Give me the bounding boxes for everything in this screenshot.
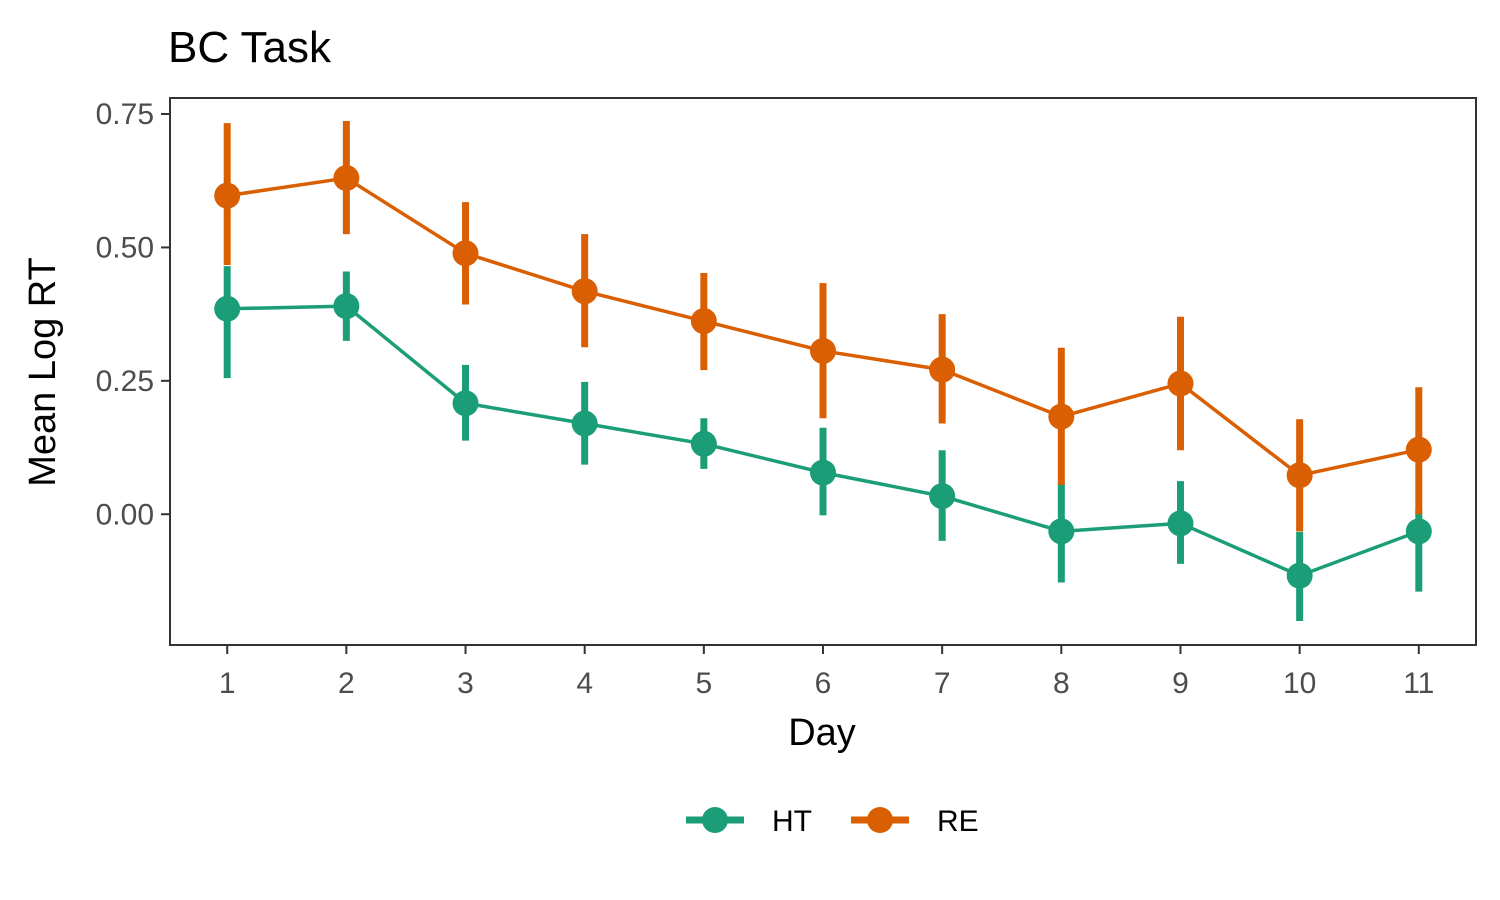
x-tick-label: 6 <box>815 667 832 700</box>
x-tick-label: 7 <box>934 667 951 700</box>
data-point-ht-day-9 <box>1167 510 1194 537</box>
data-point-ht-day-11 <box>1405 518 1432 545</box>
series-re <box>214 120 1432 532</box>
plot-marks <box>214 120 1432 621</box>
data-point-ht-day-3 <box>452 390 479 417</box>
legend-item-ht: HT <box>686 805 812 838</box>
legend-key-point-ht <box>702 807 728 833</box>
data-point-re-day-8 <box>1048 403 1075 430</box>
data-point-ht-day-8 <box>1048 518 1075 545</box>
x-tick-label: 11 <box>1403 667 1434 700</box>
data-point-re-day-6 <box>810 337 836 364</box>
data-point-re-day-3 <box>452 240 479 267</box>
x-tick-label: 9 <box>1172 667 1189 700</box>
data-point-re-day-10 <box>1286 462 1313 489</box>
x-tick-label: 1 <box>219 667 236 700</box>
data-point-re-day-1 <box>214 182 241 209</box>
series-ht <box>214 266 1432 621</box>
chart-title: BC Task <box>168 23 332 72</box>
legend-label-re: RE <box>937 805 979 838</box>
plot-area <box>214 120 1432 621</box>
legend-label-ht: HT <box>772 805 812 838</box>
data-point-ht-day-5 <box>690 430 717 457</box>
x-axis: 1 2 3 4 5 6 7 8 9 10 11 <box>219 645 1434 700</box>
data-point-ht-day-1 <box>214 295 241 322</box>
data-point-ht-day-2 <box>333 293 360 320</box>
legend: HT RE <box>686 805 979 838</box>
data-point-re-day-2 <box>333 165 360 192</box>
data-point-re-day-7 <box>929 356 956 383</box>
data-point-re-day-9 <box>1167 370 1194 397</box>
data-point-ht-day-7 <box>929 483 956 510</box>
x-tick-label: 3 <box>457 667 474 700</box>
data-point-ht-day-4 <box>571 410 598 437</box>
legend-item-re: RE <box>851 805 979 838</box>
y-tick-label: 0.75 <box>96 98 154 131</box>
data-point-re-day-5 <box>690 308 717 335</box>
x-tick-label: 8 <box>1053 667 1070 700</box>
y-tick-label: 0.50 <box>96 231 154 264</box>
data-point-ht-day-10 <box>1286 562 1313 589</box>
data-point-re-day-11 <box>1405 436 1432 463</box>
y-axis-label: Mean Log RT <box>22 257 64 487</box>
legend-key-point-re <box>867 807 893 833</box>
x-tick-label: 2 <box>338 667 355 700</box>
x-tick-label: 4 <box>576 667 593 700</box>
data-point-re-day-4 <box>571 278 598 305</box>
x-axis-label: Day <box>788 712 856 754</box>
x-tick-label: 5 <box>695 667 712 700</box>
y-axis: 0.75 0.50 0.25 0.00 <box>96 98 170 531</box>
y-tick-label: 0.00 <box>96 498 154 531</box>
x-tick-label: 10 <box>1283 667 1316 700</box>
data-point-ht-day-6 <box>810 459 836 486</box>
y-tick-label: 0.25 <box>96 365 154 398</box>
